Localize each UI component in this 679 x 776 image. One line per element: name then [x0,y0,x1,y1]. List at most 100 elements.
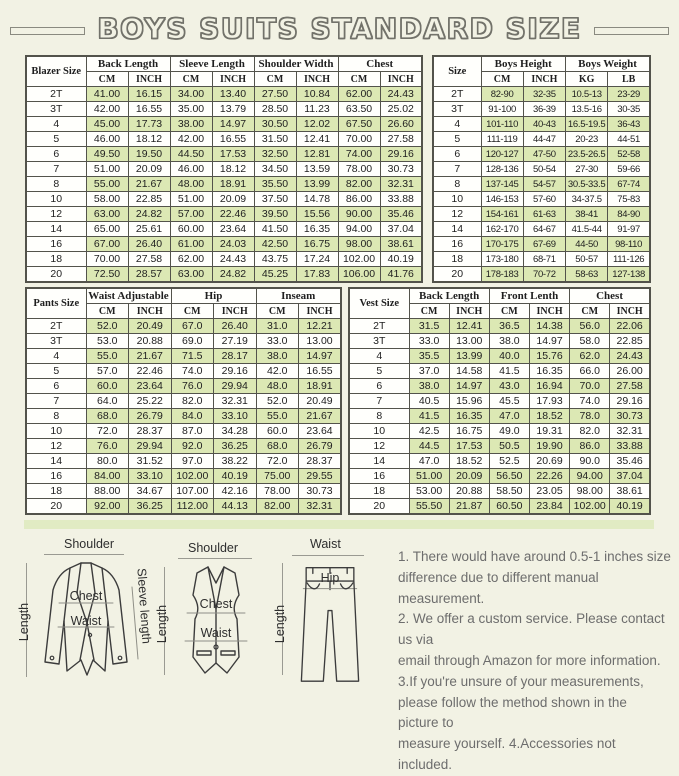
value-cell: 30-35 [607,101,651,117]
size-chart-page: { "title": { "text": "BOYS SUITS STANDAR… [10,11,671,772]
height-weight-table: Size Boys Height Boys Weight CM INCH KG LB 2T 82… [432,55,651,283]
value-cell: 137-145 [480,176,524,192]
value-cell: 32.31 [379,176,423,192]
value-cell: 14.97 [448,378,490,394]
table-row: 7 64.0 25.22 82.0 32.31 52.0 20.49 [25,393,342,409]
value-cell: 56.0 [569,318,611,334]
size-cell: 18 [25,251,87,267]
value-cell: 29.16 [609,393,651,409]
table-row: 7 51.00 20.09 46.00 18.12 34.50 13.59 78.00 30.7… [25,161,423,177]
table-row: 16 84.00 33.10 102.00 40.19 75.00 29.55 [25,468,342,484]
value-cell: 112.00 [170,498,214,515]
jacket-length-line [26,563,27,677]
value-cell: 58-63 [564,266,609,283]
unit-header: INCH [448,303,490,319]
value-cell: 21.87 [448,498,490,515]
value-cell: 52.5 [488,453,530,469]
group-header: Front Lenth [488,287,571,304]
value-cell: 29.94 [213,378,257,394]
value-cell: 36.5 [488,318,530,334]
value-cell: 41.50 [253,221,297,237]
value-cell: 19.90 [528,438,571,454]
value-cell: 74.0 [569,393,611,409]
value-cell: 27.58 [609,378,651,394]
size-cell: 8 [348,408,410,424]
unit-header: KG [564,71,609,87]
value-cell: 67.00 [85,236,129,252]
value-cell: 13.5-16 [564,101,609,117]
value-cell: 22.85 [609,333,651,349]
value-cell: 45.25 [253,266,297,283]
size-cell: 5 [25,131,87,147]
value-cell: 34.28 [213,423,257,439]
value-cell: 31.52 [128,453,172,469]
unit-header: CM [169,71,213,87]
value-cell: 61.00 [169,236,213,252]
table-row: 12 76.0 29.94 92.0 36.25 68.0 26.79 [25,438,342,454]
value-cell: 69.0 [170,333,214,349]
size-cell: 5 [25,363,87,379]
value-cell: 17.83 [295,266,339,283]
table-row: 7 40.5 15.96 45.5 17.93 74.0 29.16 [348,393,651,409]
size-cell: 14 [348,453,410,469]
value-cell: 31.50 [253,131,297,147]
value-cell: 21.67 [128,348,172,364]
size-cell: 3T [25,333,87,349]
value-cell: 41.5 [488,363,530,379]
value-cell: 12.41 [295,131,339,147]
value-cell: 16.35 [528,363,571,379]
value-cell: 47.0 [488,408,530,424]
value-cell: 50-57 [564,251,609,267]
size-cell: 4 [25,116,87,132]
table-row: 10 42.5 16.75 49.0 19.31 82.0 32.31 [348,423,651,439]
value-cell: 63.50 [337,101,381,117]
size-cell: 8 [25,176,87,192]
value-cell: 14.58 [448,363,490,379]
size-cell: 4 [25,348,87,364]
vest-length-label: Length [155,604,170,644]
value-cell: 86.0 [569,438,611,454]
value-cell: 20.88 [128,333,172,349]
value-cell: 32.31 [298,498,342,515]
value-cell: 62.00 [337,86,381,102]
table-row: 20 55.50 21.87 60.50 23.84 102.00 40.19 [348,498,651,515]
value-cell: 26.79 [298,438,342,454]
value-cell: 120-127 [480,146,524,162]
value-cell: 40.19 [609,498,651,515]
value-cell: 90.0 [569,453,611,469]
value-cell: 21.67 [127,176,171,192]
value-cell: 101-110 [480,116,524,132]
value-cell: 22.06 [609,318,651,334]
table-row: 8 68.0 26.79 84.0 33.10 55.0 21.67 [25,408,342,424]
value-cell: 24.82 [211,266,255,283]
table-row: 8 41.5 16.35 47.0 18.52 78.0 30.73 [348,408,651,424]
table-row: 4 45.00 17.73 38.00 14.97 30.50 12.02 67.50 26.6… [25,116,423,132]
table-row: 3T 53.0 20.88 69.0 27.19 33.0 13.00 [25,333,342,349]
value-cell: 44.50 [169,146,213,162]
value-cell: 41.5 [408,408,450,424]
blazer-size-table: Blazer Size Back Length Sleeve Length Shoul… [25,55,423,283]
value-cell: 64-67 [522,221,567,237]
value-cell: 91-100 [480,101,524,117]
pants-hip-label: Hip [320,571,340,585]
value-cell: 18.52 [448,453,490,469]
value-cell: 16.75 [295,236,339,252]
value-cell: 74.0 [170,363,214,379]
value-cell: 22.46 [128,363,172,379]
unit-header: CM [170,303,214,319]
value-cell: 20.09 [127,161,171,177]
vest-length-line [164,567,165,675]
value-cell: 38.0 [255,348,299,364]
value-cell: 34-37.5 [564,191,609,207]
size-column-header: Vest Size [348,287,410,319]
value-cell: 58.50 [488,483,530,499]
value-cell: 18.12 [211,161,255,177]
value-cell: 50.5 [488,438,530,454]
value-cell: 40-43 [522,116,567,132]
size-cell: 12 [348,438,410,454]
pants-length-line [282,563,283,675]
vest-diagram: Shoulder Length Chest Waist [155,537,276,685]
note-line: 3.If you're unsure of your measurements, [398,673,644,689]
value-cell: 38.61 [379,236,423,252]
size-cell: 3T [348,333,410,349]
